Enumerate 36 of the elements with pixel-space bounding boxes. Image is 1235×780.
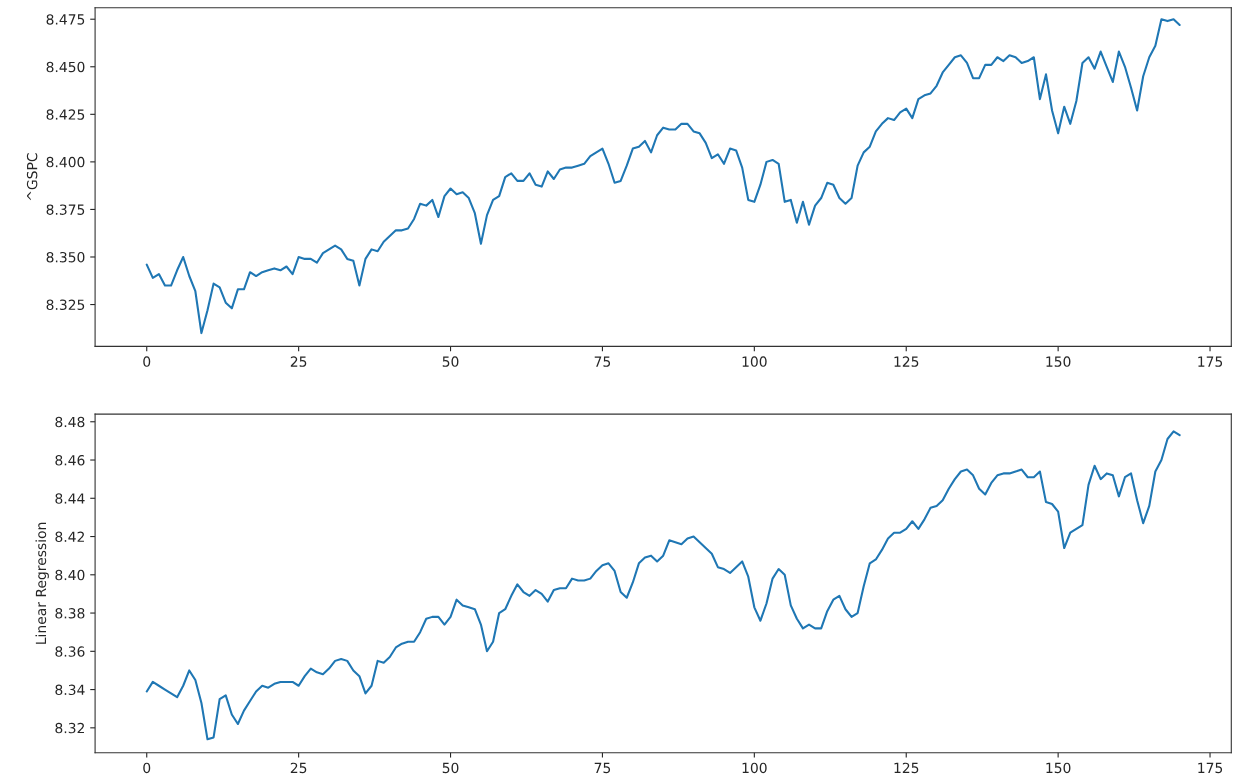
y-tick-label: 8.350 [46,251,85,263]
y-tick-label: 8.425 [46,109,85,120]
y-tick-label: 8.46 [55,454,85,466]
x-tick-label: 75 [594,762,611,774]
x-tick-label: 50 [442,356,459,367]
x-tick-label: 75 [594,356,611,367]
x-tick-label: 175 [1198,762,1223,774]
x-tick-label: 25 [290,762,307,774]
y-tick-label: 8.42 [55,531,84,543]
x-tick-label: 125 [894,356,919,367]
y-tick-label: 8.475 [46,14,85,25]
y-tick-label: 8.32 [55,722,84,734]
x-tick-label: 150 [1046,762,1071,774]
y-axis-title: Linear Regression [35,522,49,644]
y-tick-label: 8.38 [55,608,85,619]
x-tick-label: 100 [742,356,767,367]
y-tick-label: 8.375 [46,204,85,215]
y-tick-label: 8.34 [55,684,85,696]
y-tick-label: 8.36 [55,646,85,657]
x-tick-label: 0 [143,356,151,367]
y-tick-label: 8.400 [46,156,85,168]
y-axis-title: ^GSPC [26,153,38,201]
x-tick-label: 50 [442,762,459,774]
x-tick-label: 0 [143,762,151,774]
x-tick-label: 150 [1046,356,1071,367]
line-series [145,18,1181,335]
y-tick-label: 8.48 [55,416,85,428]
x-tick-label: 25 [290,356,307,367]
y-tick-label: 8.44 [55,493,85,504]
y-tick-label: 8.450 [46,61,85,73]
x-tick-label: 100 [742,762,767,774]
y-tick-label: 8.40 [55,569,85,581]
y-tick-label: 8.325 [46,299,85,311]
x-tick-label: 175 [1198,356,1223,367]
line-series [145,430,1181,741]
x-tick-label: 125 [894,762,919,774]
